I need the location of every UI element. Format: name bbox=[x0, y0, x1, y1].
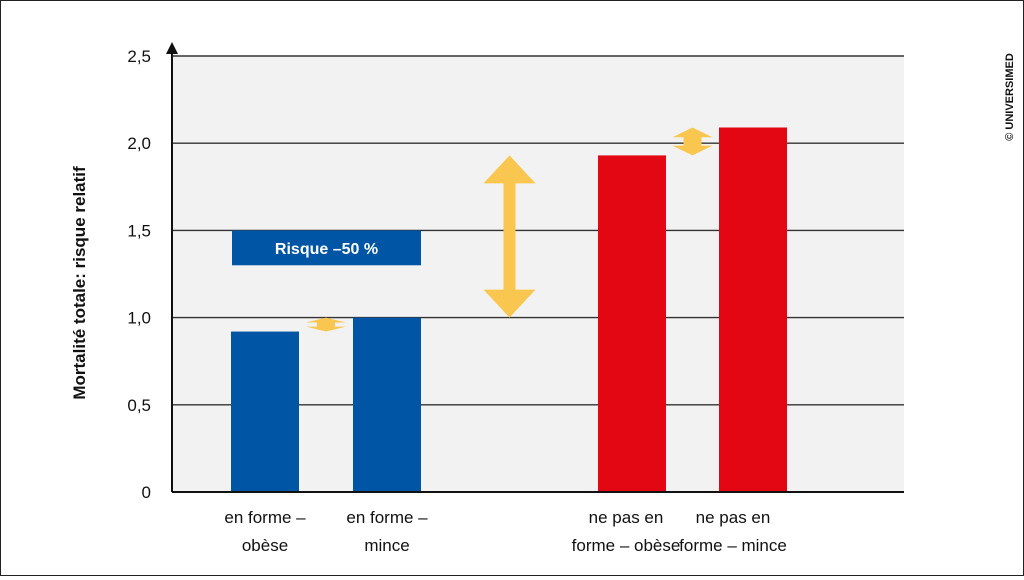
y-axis-label: Mortalité totale: risque relatif bbox=[70, 166, 89, 400]
bars bbox=[231, 127, 787, 492]
x-tick-label: obèse bbox=[242, 536, 288, 555]
annotation-box-text: Risque –50 % bbox=[275, 241, 378, 258]
x-category-labels: en forme – obèse en forme – mince ne pas en f… bbox=[224, 508, 786, 555]
y-tick-label: 2,0 bbox=[127, 134, 151, 153]
y-tick-label: 1,0 bbox=[127, 309, 151, 328]
annotation-box: Risque –50 % bbox=[232, 230, 421, 266]
bar bbox=[598, 155, 666, 492]
bar bbox=[353, 317, 421, 492]
y-tick-label: 2,5 bbox=[127, 47, 151, 66]
difference-arrows bbox=[306, 127, 713, 332]
x-tick-label: ne pas en bbox=[696, 508, 771, 527]
x-tick-label: forme – obèse bbox=[572, 536, 681, 555]
y-axis-arrowhead bbox=[166, 42, 178, 54]
double-arrow bbox=[672, 127, 713, 156]
x-tick-label: ne pas en bbox=[589, 508, 664, 527]
copyright-text: © UNIVERSIMED bbox=[1004, 53, 1016, 141]
y-tick-label: 0,5 bbox=[127, 396, 151, 415]
y-tick-labels: 0 0,5 1,0 1,5 2,0 2,5 bbox=[127, 47, 151, 502]
x-tick-label: forme – mince bbox=[679, 536, 787, 555]
x-tick-label: mince bbox=[364, 536, 409, 555]
axes bbox=[166, 42, 904, 493]
bar bbox=[231, 331, 299, 492]
bar bbox=[719, 127, 787, 492]
y-tick-label: 0 bbox=[142, 483, 151, 502]
x-tick-label: en forme – bbox=[224, 508, 306, 527]
annotation-box-rect bbox=[232, 230, 421, 266]
x-tick-label: en forme – bbox=[346, 508, 428, 527]
double-arrow bbox=[306, 317, 346, 332]
y-tick-label: 1,5 bbox=[127, 221, 151, 240]
double-arrow bbox=[483, 155, 536, 318]
